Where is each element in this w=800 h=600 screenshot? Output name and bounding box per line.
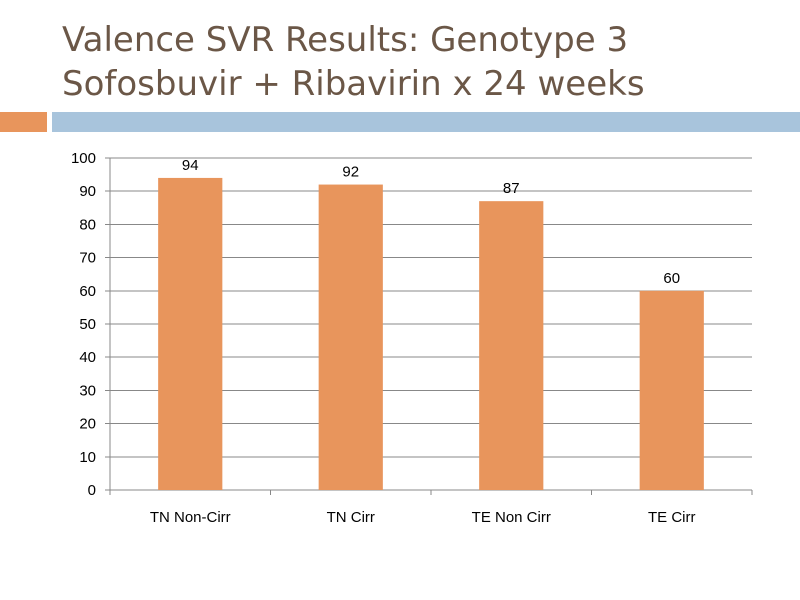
title-accent-blue-bar — [52, 112, 800, 132]
y-tick-label: 90 — [79, 183, 96, 200]
data-label: 60 — [663, 270, 680, 287]
y-tick-label: 80 — [79, 216, 96, 233]
y-tick-label: 30 — [79, 382, 96, 399]
data-label: 87 — [503, 180, 520, 197]
y-tick-label: 100 — [71, 150, 96, 167]
y-tick-label: 60 — [79, 283, 96, 300]
labels: 0 10 20 30 40 50 60 70 80 90 100 94 TN Non-Cirr 92 TN … — [71, 150, 696, 526]
slide-title: Valence SVR Results: Genotype 3 Sofosbuv… — [62, 18, 782, 106]
y-tick-label: 70 — [79, 250, 96, 267]
x-category-label: TN Cirr — [327, 509, 375, 526]
bar-te-cirr — [639, 290, 704, 490]
x-category-label: TE Non Cirr — [472, 509, 551, 526]
slide-title-line-1: Valence SVR Results: Genotype 3 — [62, 20, 629, 60]
bar-te-non-cirr — [479, 201, 544, 490]
data-label: 94 — [182, 157, 199, 174]
bars — [158, 177, 704, 491]
bar-tn-cirr — [318, 184, 383, 490]
title-accent-orange-bar — [0, 112, 47, 132]
bar-tn-non-cirr — [158, 177, 223, 491]
y-tick-label: 0 — [88, 482, 96, 499]
y-tick-label: 10 — [79, 449, 96, 466]
x-category-label: TN Non-Cirr — [150, 509, 231, 526]
data-label: 92 — [342, 164, 359, 181]
y-tick-label: 40 — [79, 349, 96, 366]
y-tick-label: 50 — [79, 316, 96, 333]
x-category-label: TE Cirr — [648, 509, 696, 526]
y-tick-label: 20 — [79, 416, 96, 433]
axes — [105, 157, 753, 495]
slide-title-line-2: Sofosbuvir + Ribavirin x 24 weeks — [62, 64, 645, 104]
